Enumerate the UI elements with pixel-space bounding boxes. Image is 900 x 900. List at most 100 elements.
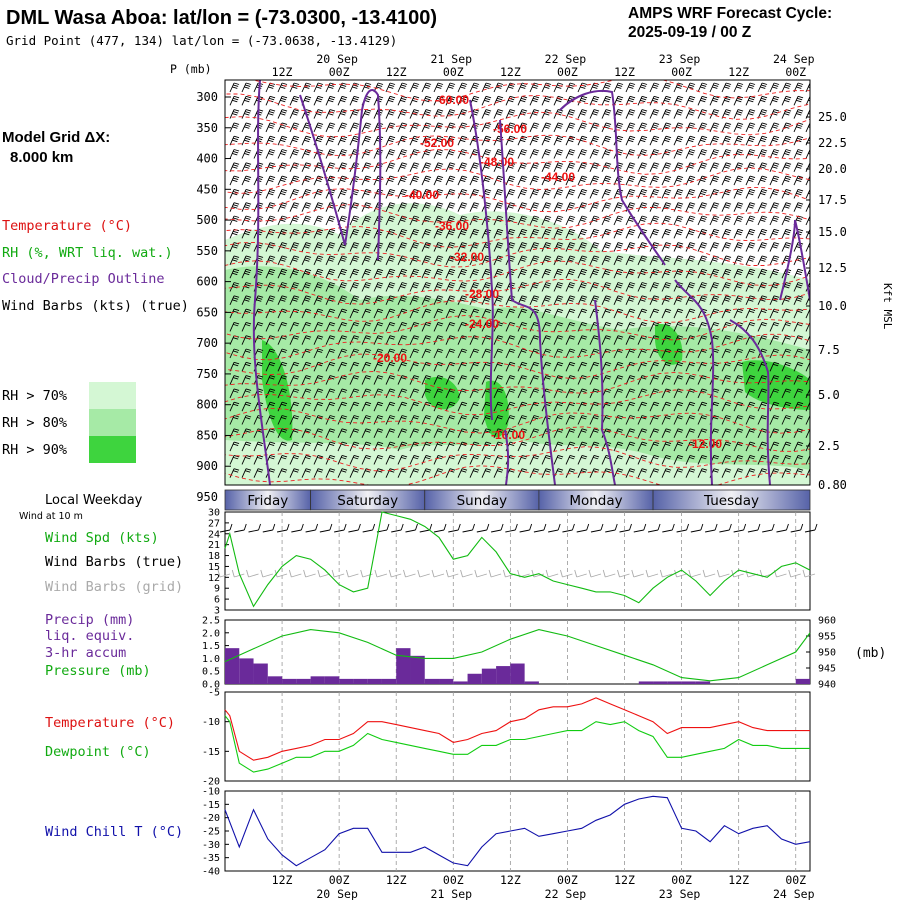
barb-staff — [325, 149, 331, 159]
barb-flag — [749, 151, 755, 154]
barb-flag — [449, 111, 455, 114]
barb-flag — [689, 137, 695, 141]
barb-flag — [701, 109, 708, 112]
barb-staff — [649, 149, 655, 159]
barb-flag — [809, 282, 810, 283]
barb-flag — [809, 242, 810, 244]
barb-flag — [245, 84, 251, 87]
upper-wind-barb — [553, 162, 564, 172]
barb-staff — [781, 82, 787, 93]
barb-staff — [457, 162, 463, 172]
barb-flag — [628, 99, 634, 103]
barb-flag — [317, 137, 323, 141]
barb-flag — [629, 149, 636, 152]
barb-flag — [688, 99, 694, 103]
upper-wind-barb — [613, 95, 624, 106]
barb-flag — [628, 166, 634, 169]
barb-flag — [665, 111, 671, 114]
barb-staff — [757, 122, 763, 133]
barb-flag — [389, 97, 395, 101]
barb-flag — [724, 113, 730, 116]
barb-flag — [568, 126, 574, 129]
barb-flag — [641, 162, 648, 165]
barb-flag — [653, 135, 660, 139]
barb-flag — [689, 95, 696, 99]
barb-flag — [544, 166, 550, 169]
barb-staff — [433, 162, 439, 172]
barb-flag — [520, 153, 526, 156]
barb-flag — [340, 126, 346, 129]
barb-flag — [521, 124, 527, 127]
upper-wind-barb — [277, 109, 288, 119]
barb-staff — [697, 149, 703, 159]
barb-flag — [653, 95, 660, 99]
barb-flag — [653, 151, 659, 154]
barb-flag — [809, 176, 810, 177]
barb-flag — [233, 151, 239, 154]
barb-flag — [616, 113, 622, 116]
barb-staff — [337, 136, 343, 146]
barb-staff — [337, 96, 343, 106]
barb-flag — [424, 139, 430, 143]
barb-flag — [616, 99, 622, 103]
barb-flag — [485, 149, 492, 152]
barb-flag — [461, 111, 467, 114]
barb-staff — [757, 82, 763, 93]
upper-wind-barb — [229, 82, 240, 93]
barb-flag — [605, 124, 611, 127]
upper-wind-barb — [289, 109, 300, 119]
barb-flag — [317, 109, 324, 112]
barb-flag — [773, 151, 779, 154]
barb-staff — [637, 136, 643, 146]
barb-flag — [784, 86, 790, 89]
upper-wind-barb — [265, 122, 276, 133]
barb-flag — [640, 113, 646, 116]
barb-staff — [445, 136, 451, 146]
barb-flag — [233, 162, 240, 165]
barb-flag — [365, 135, 372, 139]
barb-staff — [625, 109, 631, 119]
barb-flag — [592, 139, 598, 143]
barb-flag — [569, 162, 576, 165]
barb-staff — [709, 122, 715, 133]
barb-staff — [241, 96, 247, 106]
barb-flag — [401, 135, 408, 139]
barb-flag — [365, 122, 372, 125]
barb-flag — [664, 113, 670, 116]
barb-flag — [436, 126, 442, 129]
upper-wind-barb — [673, 109, 684, 119]
upper-wind-barb — [241, 95, 252, 106]
barb-flag — [305, 149, 312, 152]
barb-flag — [425, 137, 431, 141]
barb-flag — [652, 86, 658, 89]
barb-flag — [413, 82, 420, 85]
barb-flag — [797, 84, 803, 87]
barb-staff — [793, 149, 799, 159]
barb-flag — [796, 113, 802, 116]
barb-flag — [725, 122, 732, 125]
barb-flag — [485, 124, 491, 127]
barb-flag — [557, 135, 564, 139]
barb-flag — [545, 164, 551, 167]
upper-wind-barb — [505, 122, 516, 133]
barb-flag — [725, 109, 732, 112]
barb-flag — [713, 135, 720, 139]
barb-flag — [473, 95, 480, 99]
barb-flag — [532, 113, 538, 116]
barb-flag — [389, 164, 395, 167]
barb-flag — [556, 126, 562, 129]
barb-flag — [532, 166, 538, 169]
barb-flag — [341, 97, 347, 101]
barb-flag — [809, 136, 810, 137]
barb-staff — [805, 82, 810, 93]
barb-flag — [809, 256, 810, 257]
barb-flag — [809, 269, 810, 270]
barb-flag — [713, 149, 720, 152]
barb-flag — [761, 135, 768, 139]
barb-flag — [641, 137, 647, 141]
upper-wind-barb — [577, 95, 588, 106]
barb-flag — [401, 97, 407, 101]
page-title: DML Wasa Aboa: lat/lon = (-73.0300, -13.… — [6, 7, 437, 29]
barb-staff — [661, 96, 667, 106]
barb-flag — [424, 99, 430, 103]
